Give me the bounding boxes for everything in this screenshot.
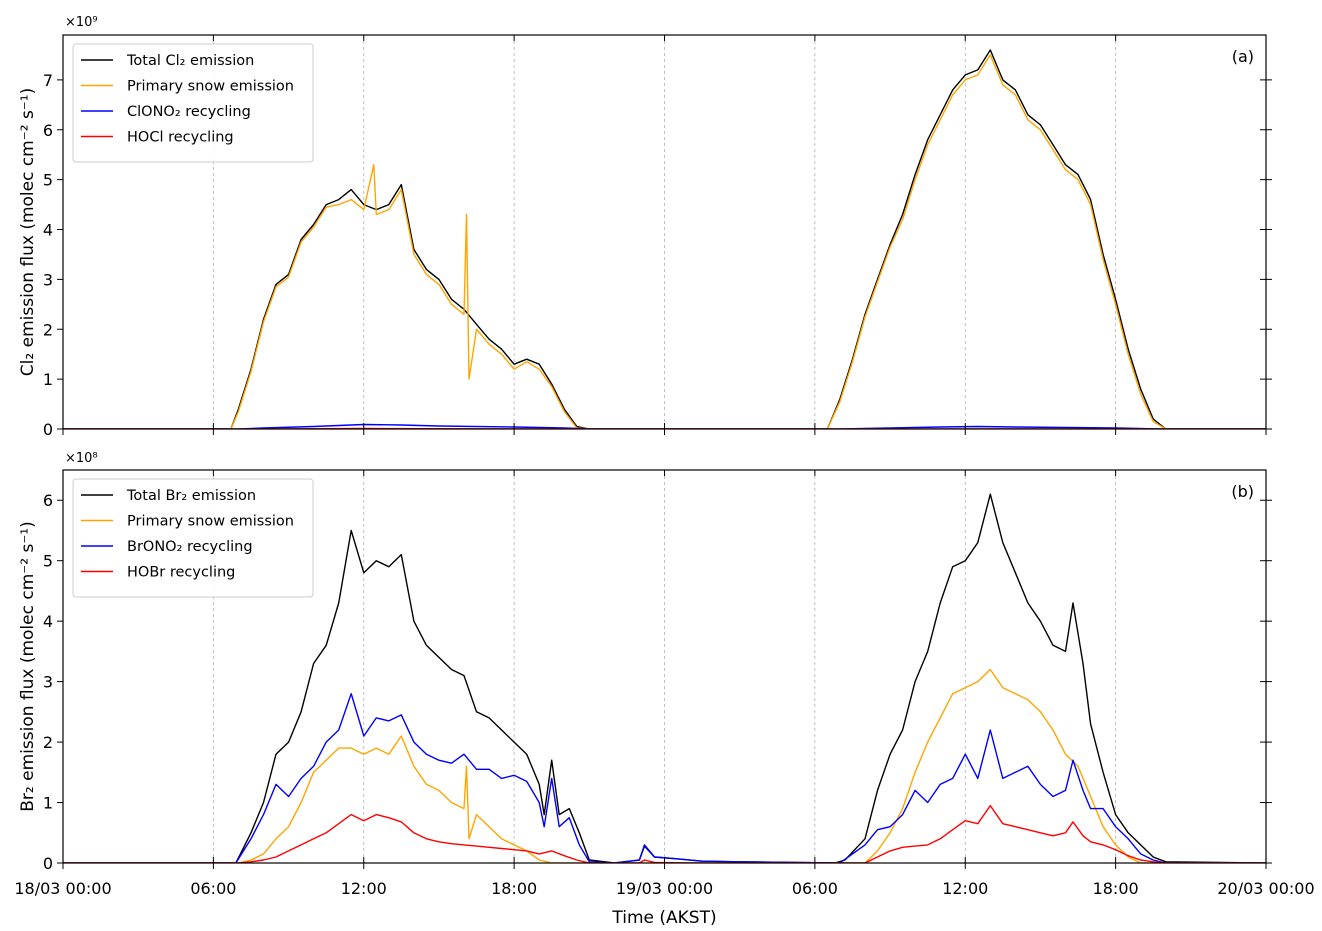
legend-entry: HOBr recycling [127,565,235,581]
x-tick-label: 18:00 [491,879,537,898]
y-tick-label: 6 [43,121,53,140]
panel-a-chart: 0 1 2 3 4 5 6 7 ×10⁹ Cl₂ emission flux (molec cm⁻… [18,15,1272,439]
y-tick-label: 4 [43,612,53,631]
y-axis-multiplier: ×10⁸ [65,451,98,466]
y-tick-label: 6 [43,491,53,510]
x-tick-label: 20/03 00:00 [1217,879,1314,898]
y-tick-label: 2 [43,733,53,752]
legend [72,43,314,163]
legend-entry: Primary snow emission [127,79,294,95]
x-tick-label: 18/03 00:00 [14,879,111,898]
panel-tag: (a) [1232,47,1254,66]
x-tick-label: 06:00 [190,879,236,898]
x-tick-label: 06:00 [792,879,838,898]
y-tick-label: 5 [43,552,53,571]
y-tick-label: 7 [43,71,53,90]
series-line-1 [63,49,1266,429]
series-line-2 [63,54,1266,429]
x-tick-label: 12:00 [341,879,387,898]
x-tick-label: 12:00 [942,879,988,898]
x-tick-label: 18:00 [1093,879,1139,898]
y-axis-multiplier: ×10⁹ [65,15,98,30]
y-tick-label: 0 [43,854,53,873]
legend-entry: ClONO₂ recycling [127,104,251,120]
x-tick-label: 19/03 00:00 [616,879,713,898]
legend-entry: BrONO₂ recycling [127,539,253,555]
y-tick-label: 2 [43,320,53,339]
y-tick-label: 0 [43,420,53,439]
y-axis-label: Br₂ emission flux (molec cm⁻² s⁻¹) [18,521,38,811]
y-axis-label: Cl₂ emission flux (molec cm⁻² s⁻¹) [18,88,38,376]
legend [72,478,314,598]
y-tick-label: 3 [43,673,53,692]
panel-tag: (b) [1231,482,1254,501]
y-tick-label: 4 [43,221,53,240]
legend-entry: Total Cl₂ emission [126,53,254,69]
panel-b-chart: 18/03 00:00 06:00 12:00 18:00 19/03 00:00 06:… [14,451,1314,928]
y-tick-label: 3 [43,270,53,289]
legend-entry: HOCl recycling [127,130,234,146]
y-tick-label: 1 [43,794,53,813]
series-line-4 [63,804,1266,863]
legend-entry: Primary snow emission [127,514,294,530]
y-tick-label: 5 [43,171,53,190]
x-axis-label: Time (AKST) [611,908,716,928]
legend-entry: Total Br₂ emission [126,488,256,504]
series-line-3 [63,693,1266,863]
y-tick-label: 1 [43,370,53,389]
